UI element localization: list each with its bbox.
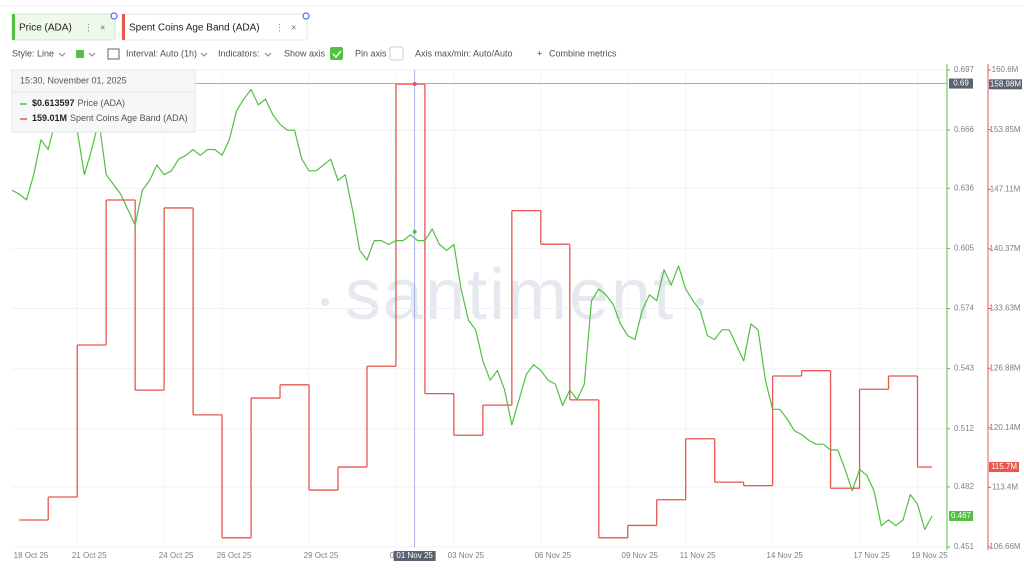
crosshair-y2-tag: [989, 79, 1022, 90]
tooltip-time: 15:30, November 01, 2025: [20, 75, 127, 85]
tab-menu-icon[interactable]: ⋮: [275, 22, 284, 32]
tab-settings-icon[interactable]: [302, 12, 310, 20]
tab-spent-coins[interactable]: Spent Coins Age Band (ADA) ⋮ ×: [121, 12, 310, 41]
x-tick-label: 21 Oct 25: [72, 551, 107, 560]
show-axis-label[interactable]: Show axis: [284, 48, 326, 58]
tab-accent: [122, 14, 125, 40]
chevron: [58, 52, 66, 57]
price-line: [11, 88, 933, 531]
y2-tick-label: 160.6M: [992, 65, 1019, 74]
chevron: [264, 52, 272, 57]
y-tick-label: 0.697: [954, 65, 975, 74]
toolbar: Style: Line Interval: Auto (1h) Indicato…: [12, 46, 617, 61]
last-value-label: 0.467: [951, 511, 972, 520]
x-tick-label: 19 Nov 25: [911, 551, 948, 560]
tooltip-series-name: Spent Coins Age Band (ADA): [70, 113, 188, 123]
y-tick-label: 0.666: [954, 125, 975, 134]
watermark-dot: [696, 298, 704, 306]
last-value-tag: [949, 510, 973, 521]
y2-tick-label: 106.66M: [989, 542, 1020, 551]
y-tick-label: 0.451: [954, 542, 975, 551]
tooltip-series-name: Price (ADA): [78, 98, 126, 108]
crosshair-x-label: 01 Nov 25: [396, 551, 433, 560]
x-tick-label: 14 Nov 25: [766, 551, 803, 560]
interval-select[interactable]: Interval: Auto (1h): [126, 48, 197, 58]
indicators-select[interactable]: Indicators:: [218, 48, 260, 58]
show-axis-checkbox[interactable]: [330, 47, 343, 60]
tooltip-bg: [11, 69, 196, 133]
y-tick-label: 0.482: [954, 482, 975, 491]
x-tick-label: 24 Oct 25: [159, 551, 194, 560]
tooltip-row: 159.01M Spent Coins Age Band (ADA): [32, 113, 188, 123]
crosshair-y-label: 0.69: [953, 79, 969, 88]
y2-tick-label: 120.14M: [989, 423, 1020, 432]
x-tick-label: 03 Nov 25: [448, 551, 485, 560]
watermark: santiment: [345, 255, 675, 335]
tooltip-row: $0.613597 Price (ADA): [32, 98, 125, 108]
x-tick-label: 26 Oct 25: [217, 551, 252, 560]
color-swatch[interactable]: [76, 50, 84, 58]
watermark-dot: [321, 298, 329, 306]
y2-tick-label: 113.4M: [992, 483, 1018, 492]
plus-icon: +: [537, 48, 542, 58]
x-tick-label: 09 Nov 25: [622, 551, 659, 560]
tooltip-value: 159.01M: [32, 113, 67, 123]
chevron: [200, 52, 208, 57]
tab-close-icon[interactable]: ×: [291, 22, 296, 32]
tab-menu-icon[interactable]: ⋮: [84, 22, 93, 32]
crosshair-y2-label: 158.98M: [990, 79, 1021, 88]
y2-tick-label: 153.85M: [989, 125, 1020, 134]
tab-price[interactable]: Price (ADA) ⋮ ×: [11, 12, 118, 41]
hover-point: [412, 229, 417, 234]
tab-close-icon[interactable]: ×: [100, 22, 105, 32]
y2-tick-label: 133.63M: [989, 304, 1020, 313]
plot-area: santiment 0.451 0.482 0.512 0.543 0.574 0.605 0…: [11, 64, 1022, 561]
pin-axis-checkbox[interactable]: [389, 46, 404, 61]
axis-minmax-select[interactable]: Axis max/min: Auto/Auto: [415, 48, 513, 58]
x-tick-label: 11 Nov 25: [680, 551, 716, 560]
y-tick-label: 0.543: [954, 364, 975, 373]
hover-point: [412, 82, 417, 87]
tab-label: Spent Coins Age Band (ADA): [129, 23, 260, 34]
pin-axis-label[interactable]: Pin axis: [355, 48, 387, 58]
y-tick-label: 0.605: [954, 243, 975, 252]
y2-tick-label: 126.88M: [989, 363, 1020, 372]
y-tick-label: 0.512: [954, 424, 975, 433]
tab-label: Price (ADA): [19, 23, 72, 34]
last-value-tag: [989, 462, 1019, 473]
chevron: [88, 52, 96, 57]
crosshair-y-tag: [949, 78, 973, 89]
checkmark: [332, 50, 342, 59]
x-tick-label: 17 Nov 25: [853, 551, 890, 560]
style-select[interactable]: Style: Line: [12, 48, 54, 58]
last-value-label: 115.7M: [991, 462, 1017, 471]
y2-tick-label: 140.37M: [989, 244, 1020, 253]
crosshair-x-tag: [393, 551, 436, 561]
x-tick-label: 29 Oct 25: [304, 551, 339, 560]
tab-accent: [12, 14, 15, 40]
interval-icon: [107, 48, 120, 60]
combine-metrics-button[interactable]: Combine metrics: [549, 48, 617, 58]
x-tick-label: 18 Oct 25: [14, 551, 49, 560]
y2-tick-label: 147.11M: [990, 184, 1021, 193]
tooltip-value: $0.613597: [32, 98, 75, 108]
tooltip: 15:30, November 01, 2025 $0.613597 Price …: [11, 69, 196, 133]
tab-settings-icon[interactable]: [110, 12, 118, 20]
y-tick-label: 0.636: [954, 183, 975, 192]
x-tick-label: 06 Nov 25: [535, 551, 572, 560]
y-tick-label: 0.574: [954, 304, 975, 313]
